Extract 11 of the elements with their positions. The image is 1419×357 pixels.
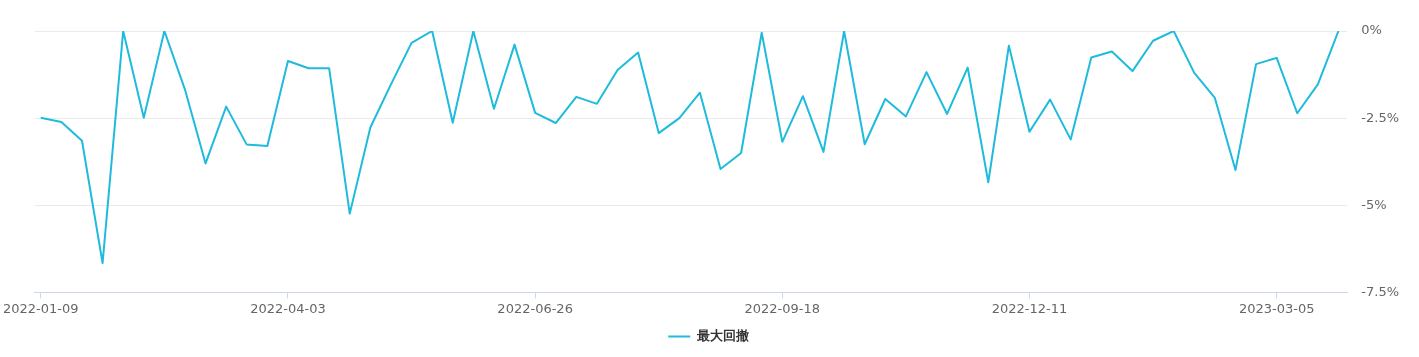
x-tick-label: 2022-12-11: [991, 300, 1068, 316]
y-tick-label: -2.5%: [1361, 109, 1399, 125]
y-tick-label: 0%: [1361, 22, 1382, 38]
y-tick-label: -7.5%: [1361, 283, 1399, 299]
x-tick-label: 2022-06-26: [497, 300, 573, 316]
x-tick-label: 2022-04-03: [250, 300, 326, 316]
legend-label: 最大回撤: [695, 327, 749, 343]
x-tick-label: 2022-01-09: [3, 300, 79, 316]
y-tick-label: -5%: [1361, 196, 1387, 212]
x-tick-label: 2022-09-18: [744, 300, 821, 316]
x-tick-label: 2023-03-05: [1238, 300, 1315, 316]
